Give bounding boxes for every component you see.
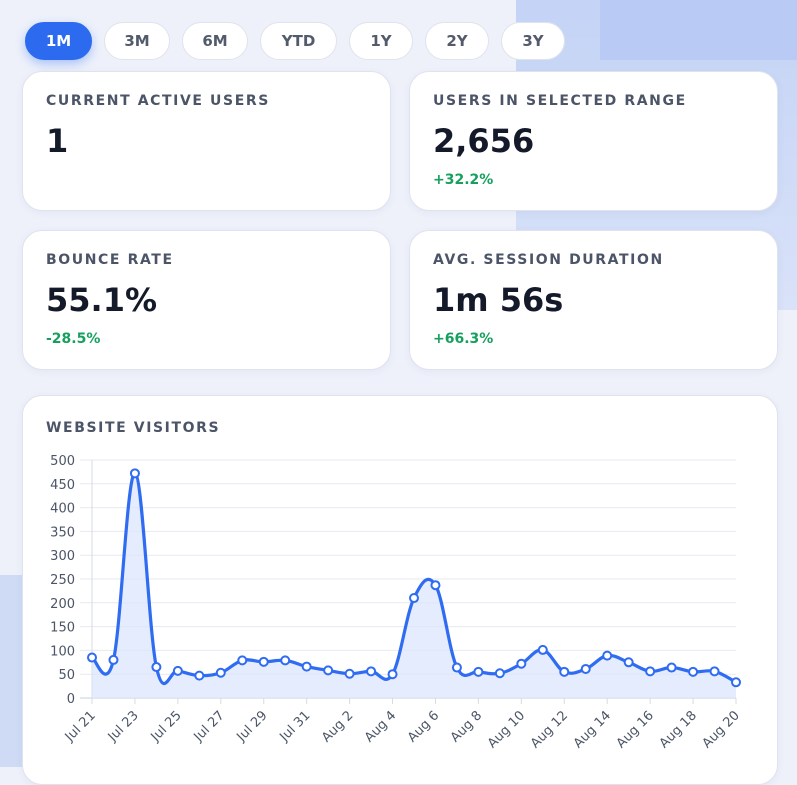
y-tick-label: 500: [50, 454, 75, 469]
y-tick-label: 200: [50, 597, 75, 612]
stat-delta: -28.5%: [46, 331, 101, 347]
y-tick-label: 400: [50, 502, 75, 517]
y-tick-label: 150: [50, 621, 75, 636]
data-point: [623, 657, 634, 668]
x-tick-label: Jul 31: [276, 708, 313, 745]
y-tick-label: 100: [50, 644, 75, 659]
x-tick-label: Aug 4: [362, 708, 399, 745]
data-point: [87, 652, 97, 663]
background-panel-right-top: [600, 0, 797, 60]
data-point: [516, 658, 527, 669]
x-tick-label: Jul 25: [148, 708, 185, 745]
x-tick-label: Jul 23: [105, 708, 142, 745]
x-tick-label: Aug 2: [319, 708, 356, 745]
range-button-6m[interactable]: 6M: [182, 22, 248, 60]
range-button-2y[interactable]: 2Y: [425, 22, 489, 60]
data-point: [151, 662, 162, 673]
x-tick-label: Aug 8: [448, 708, 485, 745]
x-tick-label: Aug 12: [528, 708, 571, 751]
stat-card-current-active-users: CURRENT ACTIVE USERS 1: [22, 71, 391, 211]
x-tick-label: Aug 16: [614, 708, 657, 751]
website-visitors-card: WEBSITE VISITORS 0 50 100 150 200 250 300 350 40…: [22, 395, 778, 785]
range-button-3m[interactable]: 3M: [104, 22, 170, 60]
data-point: [366, 666, 377, 677]
data-point: [323, 665, 334, 676]
data-point: [645, 666, 656, 677]
data-point: [194, 670, 205, 681]
x-tick-label: Jul 27: [191, 708, 228, 745]
data-point: [258, 656, 269, 667]
stat-value: 55.1%: [46, 281, 158, 319]
stat-value: 1: [46, 122, 69, 160]
data-point: [430, 580, 441, 591]
data-point: [237, 655, 248, 666]
x-tick-label: Aug 20: [700, 708, 743, 751]
data-point: [666, 662, 677, 673]
data-point: [387, 669, 398, 680]
x-tick-label: Aug 6: [405, 708, 442, 745]
data-point: [494, 668, 505, 679]
data-point: [537, 644, 548, 655]
data-point: [129, 468, 140, 479]
x-tick-label: Aug 10: [485, 708, 528, 751]
stat-card-avg-session-duration: AVG. SESSION DURATION 1m 56s +66.3%: [409, 230, 778, 370]
data-point: [301, 661, 312, 672]
data-point: [731, 677, 741, 688]
x-tick-label: Aug 14: [571, 708, 614, 751]
series-line: [90, 471, 737, 686]
y-tick-label: 50: [58, 668, 75, 683]
data-point: [451, 662, 462, 673]
data-point: [280, 655, 291, 666]
data-point: [709, 666, 720, 677]
y-tick-label: 0: [67, 692, 75, 707]
data-point: [172, 665, 183, 676]
data-point: [344, 668, 355, 679]
y-tick-label: 450: [50, 478, 75, 493]
data-point: [559, 666, 570, 677]
stat-value: 2,656: [433, 122, 535, 160]
data-point: [688, 666, 699, 677]
y-tick-label: 300: [50, 549, 75, 564]
data-point: [215, 667, 226, 678]
stat-delta: +66.3%: [433, 331, 494, 347]
stat-card-users-in-range: USERS IN SELECTED RANGE 2,656 +32.2%: [409, 71, 778, 211]
data-point: [473, 666, 484, 677]
range-button-ytd[interactable]: YTD: [260, 22, 337, 60]
y-tick-label: 250: [50, 573, 75, 588]
data-point: [108, 654, 119, 665]
stat-label: BOUNCE RATE: [46, 252, 174, 268]
stat-delta: +32.2%: [433, 172, 494, 188]
y-tick-label: 350: [50, 525, 75, 540]
x-tick-label: Jul 21: [62, 708, 99, 745]
range-button-3y[interactable]: 3Y: [501, 22, 565, 60]
data-point: [602, 650, 613, 661]
stat-label: USERS IN SELECTED RANGE: [433, 93, 687, 109]
range-button-1m[interactable]: 1M: [25, 22, 92, 60]
chart-title: WEBSITE VISITORS: [46, 420, 221, 436]
stat-value: 1m 56s: [433, 281, 564, 319]
stat-label: CURRENT ACTIVE USERS: [46, 93, 270, 109]
x-tick-label: Aug 18: [657, 708, 700, 751]
data-point: [409, 593, 419, 604]
data-point: [580, 663, 591, 674]
series-area: [92, 473, 736, 698]
time-range-selector: 1M 3M 6M YTD 1Y 2Y 3Y: [25, 22, 565, 60]
stat-card-bounce-rate: BOUNCE RATE 55.1% -28.5%: [22, 230, 391, 370]
x-tick-label: Jul 29: [234, 708, 271, 745]
stat-label: AVG. SESSION DURATION: [433, 252, 664, 268]
range-button-1y[interactable]: 1Y: [349, 22, 413, 60]
